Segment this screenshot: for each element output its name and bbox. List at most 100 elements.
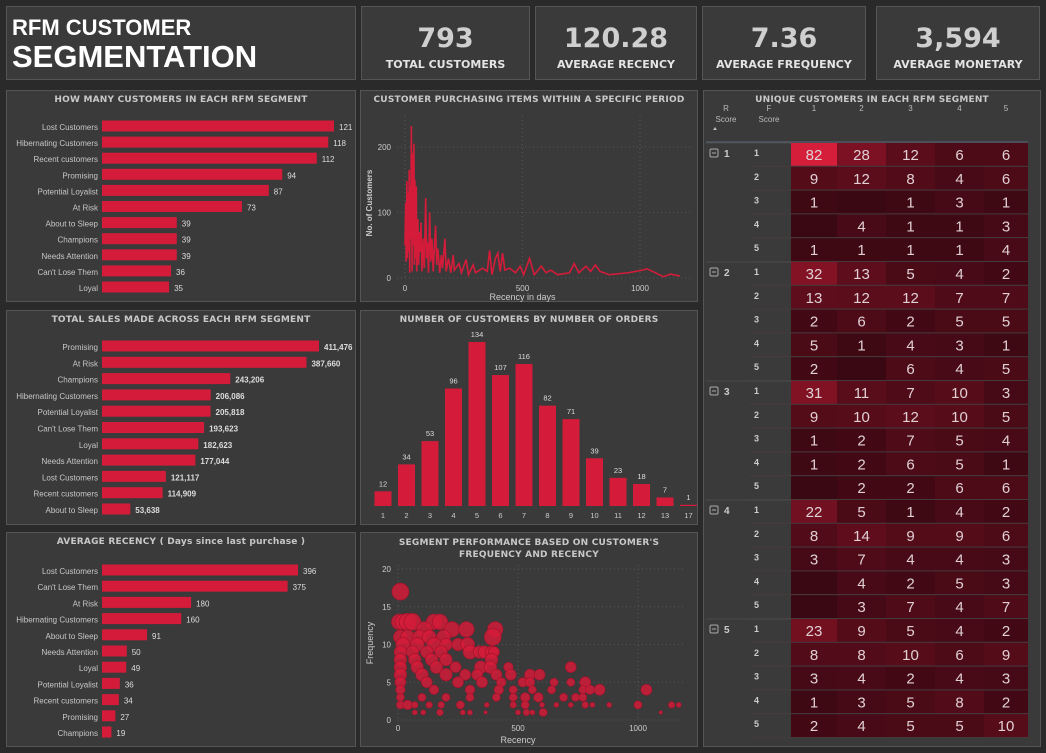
cell-value: 3	[1002, 385, 1010, 402]
heatmap-cell	[837, 619, 886, 642]
heatmap-cell	[935, 404, 984, 428]
heatmap-cell	[791, 190, 837, 214]
cell-value: 3	[955, 337, 963, 354]
kpi-value: 3,594	[915, 23, 1001, 54]
r-score-label: 4	[724, 506, 730, 517]
cell-value: 2	[810, 314, 818, 331]
heatmap-cell	[837, 333, 886, 357]
collapse-icon[interactable]	[709, 505, 719, 515]
heatmap-cell	[984, 547, 1028, 571]
cell-value: 23	[806, 623, 823, 640]
heatmap-cell	[837, 357, 886, 380]
f-score-label: 1	[754, 148, 759, 158]
x-tick-label: 6	[498, 511, 502, 520]
bar	[398, 464, 415, 506]
heatmap-cell	[935, 500, 984, 523]
heatmap-cell	[791, 690, 837, 714]
heatmap-cell	[791, 214, 837, 238]
data-label: 12	[379, 479, 387, 488]
bar	[586, 458, 603, 506]
kpi-value: 793	[417, 23, 474, 54]
data-label: 39	[182, 252, 191, 261]
kpi-average-frequency: 7.36 AVERAGE FREQUENCY	[702, 6, 866, 80]
data-label: 134	[471, 330, 484, 339]
kpi-label: AVERAGE FREQUENCY	[716, 58, 852, 71]
collapse-icon[interactable]	[709, 267, 719, 277]
collapse-icon[interactable]	[709, 386, 719, 396]
x-tick-label: 10	[590, 511, 598, 520]
cell-value: 1	[810, 433, 818, 450]
cell-value: 1	[955, 218, 963, 235]
f-score-label: 5	[754, 600, 759, 610]
data-label: 36	[176, 268, 185, 277]
f-score-label: 4	[754, 457, 759, 467]
heatmap-cell	[984, 309, 1028, 333]
bar	[609, 477, 627, 506]
cell-value: 1	[955, 242, 963, 259]
data-label: 177,044	[200, 457, 229, 466]
y-tick-label: 0	[387, 274, 392, 283]
f-score-label: 1	[754, 505, 759, 515]
heatmap-cell	[791, 166, 837, 190]
chart-title: SEGMENT PERFORMANCE BASED ON CUSTOMER'S …	[398, 538, 660, 560]
data-point	[549, 677, 559, 687]
heatmap-cell	[984, 642, 1028, 666]
data-label: 50	[132, 648, 141, 657]
heatmap-cell	[791, 595, 837, 618]
cell-value: 3	[810, 671, 818, 688]
cell-value: 7	[955, 290, 963, 307]
data-point	[640, 683, 653, 696]
heatmap-cell	[935, 238, 984, 261]
data-point	[428, 684, 440, 695]
cell-value: 14	[853, 528, 870, 545]
bar	[102, 726, 112, 738]
cell-value: 1	[1002, 337, 1010, 354]
data-label: 121,117	[171, 473, 200, 482]
data-point	[593, 683, 606, 696]
category-label: Hibernating Customers	[16, 139, 98, 148]
heatmap-cell	[935, 476, 984, 499]
collapse-icon[interactable]	[709, 148, 719, 158]
cell-value: 4	[955, 361, 963, 378]
bar	[102, 629, 148, 641]
bar	[102, 422, 205, 433]
cell-value: 6	[955, 647, 963, 664]
data-point	[547, 685, 556, 695]
cell-value: 13	[853, 266, 870, 283]
data-label: 114,909	[168, 490, 197, 499]
heatmap-cell	[837, 238, 886, 261]
heatmap-cell	[837, 476, 886, 499]
cell-value: 8	[955, 694, 963, 711]
cell-value: 7	[906, 385, 914, 402]
cell-value: 6	[1002, 480, 1010, 497]
chart-canvas: Promising 411,476 At Risk 387,660 Champions 2…	[16, 340, 353, 515]
cell-value: 5	[1002, 361, 1010, 378]
data-label: 91	[152, 632, 161, 641]
chart-canvas: 0 100 200 0 500 1000 Recency in days No. of Cus…	[365, 116, 693, 302]
category-label: About to Sleep	[46, 632, 99, 641]
category-label: Loyal	[79, 441, 98, 450]
r-score-label: 3	[724, 387, 730, 398]
f-score-label: 4	[754, 576, 759, 586]
category-label: Champions	[58, 729, 98, 738]
sort-ascending-icon	[713, 127, 717, 130]
bar	[492, 375, 509, 506]
heatmap-cell	[935, 428, 984, 452]
heatmap-cell	[935, 333, 984, 357]
r-score-label: 1	[724, 149, 730, 160]
heatmap-cell	[935, 523, 984, 547]
heatmap-cell	[886, 404, 935, 428]
collapse-icon[interactable]	[709, 624, 719, 634]
heatmap-cell	[984, 452, 1028, 476]
heatmap-cell	[886, 357, 935, 380]
data-label: 71	[567, 407, 575, 416]
category-label: Needs Attention	[42, 252, 98, 261]
data-label: 387,660	[311, 359, 340, 368]
f-score-label: 3	[754, 553, 759, 563]
bar	[102, 373, 231, 385]
data-label: 34	[402, 452, 410, 461]
chart-canvas: Lost Customers 121 Hibernating Customers 11…	[16, 120, 353, 293]
heatmap-cell	[984, 333, 1028, 357]
cell-value: 4	[906, 552, 914, 569]
category-label: Potential Loyalist	[38, 187, 99, 196]
